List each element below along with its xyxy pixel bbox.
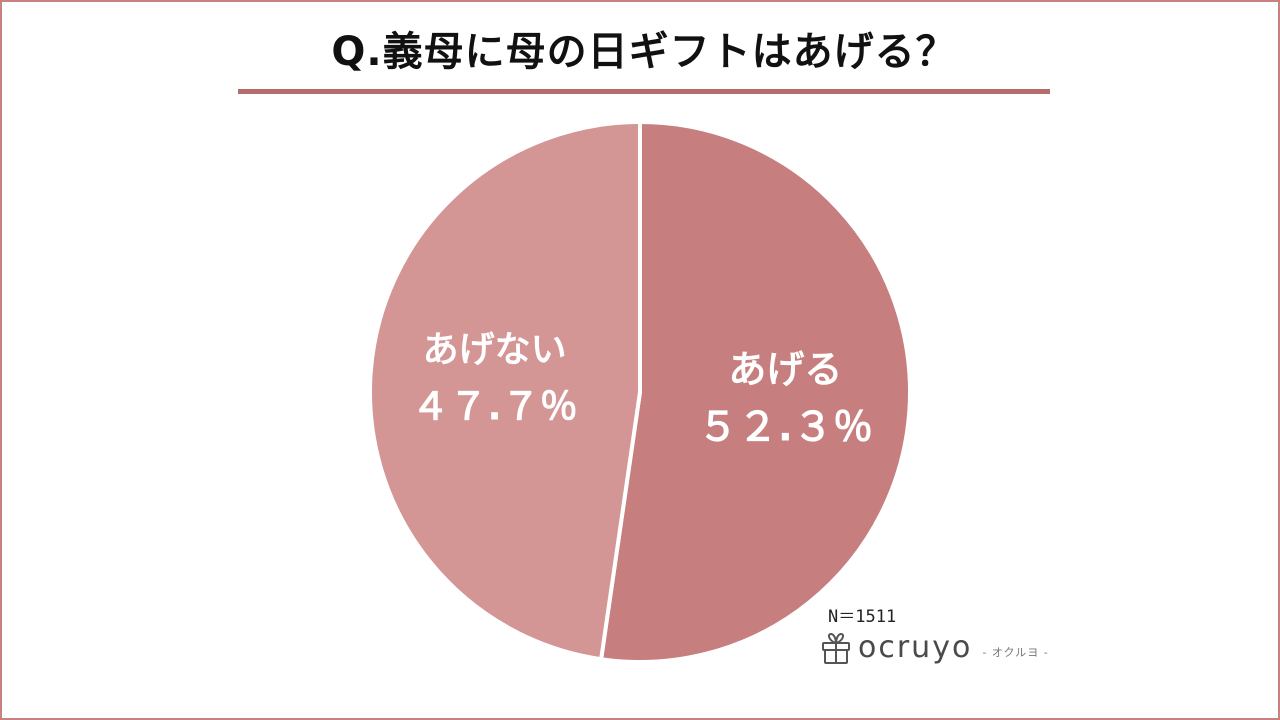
- brand-name: ocruyo: [858, 630, 973, 665]
- slice-value-agenai: ４７.７％: [411, 384, 577, 428]
- brand-kana: - オクルヨ -: [982, 646, 1049, 659]
- gift-box-icon: [822, 632, 850, 664]
- slice-label-agenai: あげない: [423, 329, 567, 370]
- chart-title: Q.義母に母の日ギフトはあげる？: [331, 29, 957, 75]
- title-underline: [238, 89, 1050, 94]
- brand-logo: ocruyo - オクルヨ -: [820, 628, 1049, 668]
- slice-value-ageru: ５２.３％: [698, 405, 873, 451]
- pie-slice-ageru: [599, 120, 912, 664]
- slice-label-ageru: あげる: [728, 348, 842, 392]
- pie-slice-agenai: [368, 120, 642, 662]
- sample-size-note: N＝1511: [828, 607, 897, 627]
